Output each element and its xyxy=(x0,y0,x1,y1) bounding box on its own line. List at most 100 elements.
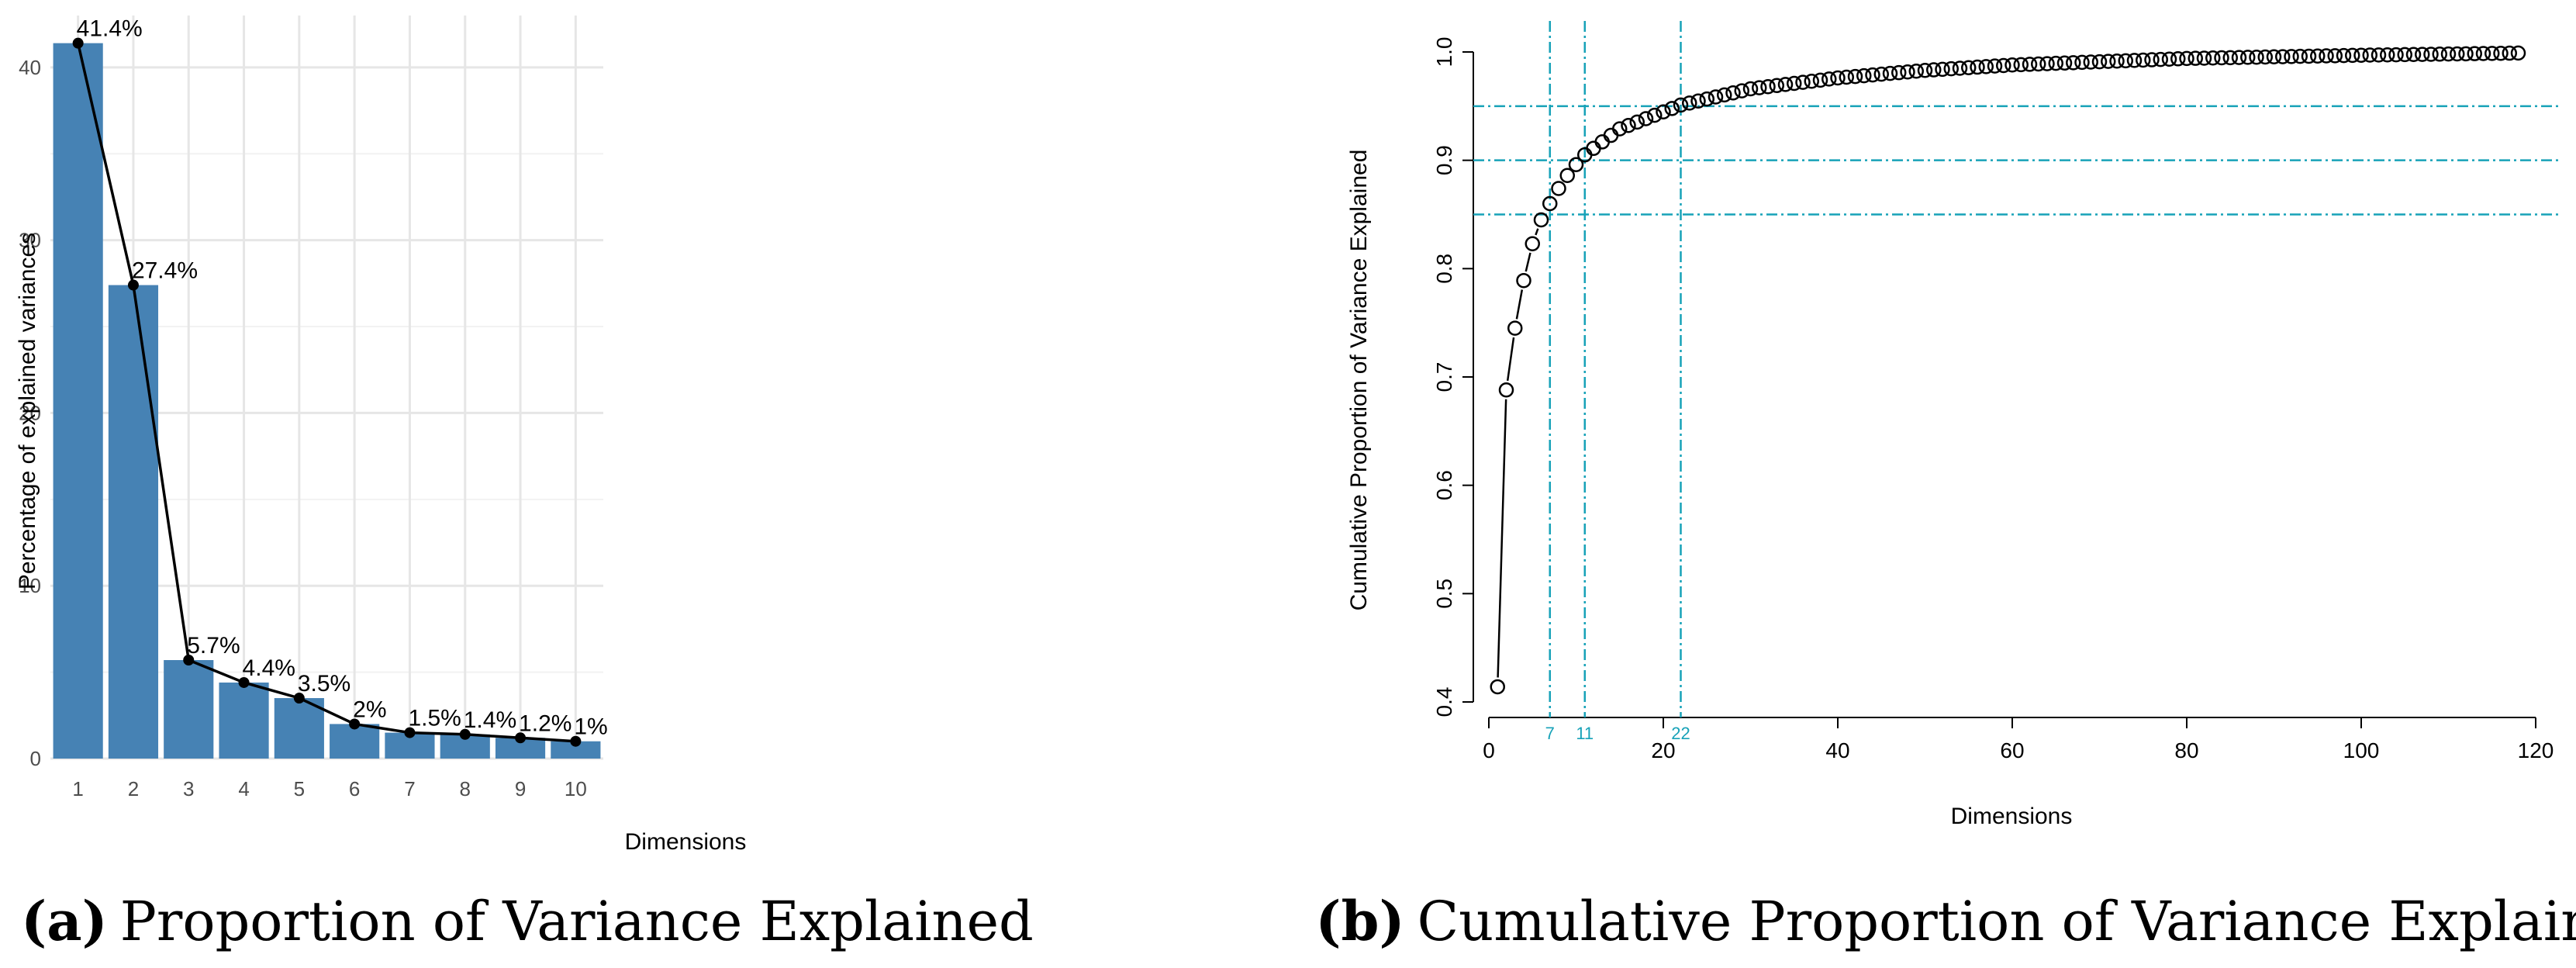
b-point-16 xyxy=(1621,118,1636,133)
b-point-26 xyxy=(1708,89,1724,105)
b-point-104 xyxy=(2388,47,2404,63)
b-point-36 xyxy=(1795,74,1811,90)
b-vline-labels: 7 11 22 xyxy=(1545,724,1690,743)
b-point-89 xyxy=(2257,49,2273,65)
a-data-label-8: 1.4% xyxy=(464,707,516,733)
a-caption: (a) Proportion of Variance Explained xyxy=(21,889,1034,953)
b-point-5 xyxy=(1525,236,1540,251)
b-point-97 xyxy=(2327,48,2343,64)
b-point-57 xyxy=(1978,59,1994,74)
b-point-2 xyxy=(1498,382,1514,398)
bar-1 xyxy=(53,43,103,759)
b-x-tick-label: 40 xyxy=(1825,738,1849,762)
b-point-27 xyxy=(1717,87,1732,103)
b-axes xyxy=(1473,52,2536,718)
b-point-22 xyxy=(1673,97,1689,113)
b-x-tick-label: 100 xyxy=(2343,738,2380,762)
b-x-ticks: 0 20 40 60 80 100 120 xyxy=(1483,717,2554,762)
bar-5 xyxy=(274,698,324,759)
b-point-3 xyxy=(1507,320,1523,336)
bar-3 xyxy=(164,660,214,759)
a-x-tick-label: 7 xyxy=(404,777,415,800)
b-point-98 xyxy=(2336,47,2352,64)
a-x-tick-label: 6 xyxy=(349,777,360,800)
b-y-tick-label: 0.5 xyxy=(1432,579,1456,609)
b-curve-segment xyxy=(1525,252,1531,272)
a-y-tick-label: 40 xyxy=(19,56,41,79)
b-point-115 xyxy=(2484,46,2500,61)
b-point-34 xyxy=(1777,77,1794,92)
b-point-53 xyxy=(1943,60,1959,77)
a-data-label-2: 27.4% xyxy=(132,258,198,284)
b-caption: (b) Cumulative Proportion of Variance Exp… xyxy=(1315,889,2576,953)
a-x-tick-label: 9 xyxy=(515,777,526,800)
b-point-61 xyxy=(2013,57,2029,73)
b-point-114 xyxy=(2475,46,2491,61)
a-y-ticks: 0 10 20 30 40 xyxy=(19,56,41,770)
b-point-33 xyxy=(1769,78,1784,94)
b-point-96 xyxy=(2319,48,2334,64)
b-point-102 xyxy=(2371,47,2387,63)
a-line xyxy=(72,37,582,747)
b-x-tick-label: 20 xyxy=(1651,738,1675,762)
b-point-67 xyxy=(2066,55,2081,71)
b-point-19 xyxy=(1647,107,1663,123)
a-x-tick-label: 3 xyxy=(183,777,194,800)
b-point-69 xyxy=(2083,54,2098,70)
b-point-80 xyxy=(2179,50,2194,67)
a-y-axis-label: Percentage of explained variances xyxy=(15,233,40,589)
b-x-tick-label: 0 xyxy=(1483,738,1495,762)
a-trend-point-6 xyxy=(349,718,361,730)
b-point-108 xyxy=(2423,47,2439,62)
b-point-24 xyxy=(1690,93,1706,109)
a-y-tick-label: 0 xyxy=(30,747,41,770)
a-bars xyxy=(53,43,601,759)
a-trend-point-3 xyxy=(183,655,195,666)
b-point-25 xyxy=(1699,91,1714,107)
a-trend-point-1 xyxy=(72,37,84,49)
b-point-29 xyxy=(1734,83,1749,99)
bar-6 xyxy=(330,724,380,759)
b-point-101 xyxy=(2362,47,2377,63)
b-point-88 xyxy=(2249,49,2264,65)
b-point-110 xyxy=(2440,46,2457,62)
b-vline-label: 22 xyxy=(1671,724,1690,743)
b-point-31 xyxy=(1752,80,1767,95)
b-curve-segment xyxy=(1515,289,1524,320)
b-point-40 xyxy=(1830,70,1846,86)
a-trend-point-10 xyxy=(570,735,582,747)
b-x-tick-label: 80 xyxy=(2174,738,2198,762)
b-point-15 xyxy=(1612,121,1628,137)
b-point-32 xyxy=(1760,78,1776,95)
b-point-109 xyxy=(2432,47,2447,62)
b-point-106 xyxy=(2405,47,2422,63)
b-points xyxy=(1490,45,2526,695)
b-point-49 xyxy=(1908,63,1924,79)
a-caption-letter: (a) xyxy=(21,889,108,953)
b-point-9 xyxy=(1559,168,1575,183)
b-point-1 xyxy=(1490,679,1505,695)
a-data-label-3: 5.7% xyxy=(187,633,240,659)
b-point-95 xyxy=(2310,48,2326,64)
b-point-60 xyxy=(2005,57,2020,73)
b-point-56 xyxy=(1970,59,1985,75)
bar-4 xyxy=(219,682,269,759)
b-y-axis-label: Cumulative Proportion of Variance Explai… xyxy=(1346,150,1372,611)
b-point-7 xyxy=(1542,195,1558,212)
a-data-label-1: 41.4% xyxy=(77,16,143,42)
b-point-4 xyxy=(1516,272,1531,289)
b-point-59 xyxy=(1996,57,2011,74)
b-point-71 xyxy=(2101,54,2116,69)
a-trend-point-8 xyxy=(459,728,471,740)
b-caption-letter: (b) xyxy=(1315,889,1404,953)
b-point-54 xyxy=(1952,60,1968,76)
b-point-113 xyxy=(2467,46,2482,61)
a-data-label-9: 1.2% xyxy=(519,710,571,736)
b-point-62 xyxy=(2022,57,2038,72)
b-x-tick-label: 60 xyxy=(2000,738,2024,762)
a-y-tick-label: 10 xyxy=(19,574,41,597)
b-point-64 xyxy=(2039,56,2055,71)
b-reference-lines xyxy=(1473,21,2559,717)
b-point-17 xyxy=(1629,114,1645,130)
